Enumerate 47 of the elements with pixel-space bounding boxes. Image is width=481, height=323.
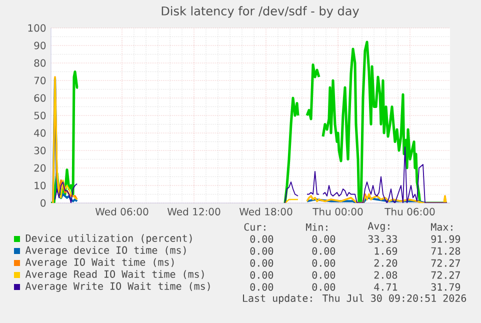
text: 0.00 (250, 271, 274, 279)
text: Max: (431, 223, 452, 231)
text: 31.79 (431, 283, 460, 291)
text: 0.00 (312, 235, 336, 243)
text: 0.00 (250, 247, 274, 255)
y-tick-label: 70 (34, 76, 46, 84)
text: 0.00 (312, 259, 336, 267)
legend-label: Average Write IO Wait time (ms) (25, 282, 210, 292)
y-tick-label: 100 (28, 24, 46, 32)
y-tick-label: 40 (34, 129, 46, 137)
text: 91.99 (431, 235, 460, 243)
x-tick-label: Wed 06:00 (95, 208, 148, 216)
legend-label: Device utilization (percent) (26, 234, 192, 244)
text: 4.71 (374, 283, 398, 291)
y-tick-label: 90 (34, 42, 46, 50)
y-tick-label: 20 (34, 164, 46, 172)
text: 72.27 (431, 259, 460, 267)
text: 1.69 (374, 247, 398, 255)
text: 72.27 (431, 271, 460, 279)
legend-label: Average device IO time (ms) (25, 246, 186, 256)
y-tick-label: 0 (40, 199, 46, 207)
text: 0.00 (250, 259, 274, 267)
y-tick-label: 30 (34, 146, 46, 154)
text: 0.00 (312, 283, 336, 291)
x-tick-label: Wed 18:00 (239, 208, 292, 216)
text: 2.08 (374, 271, 398, 279)
x-tick-label: Wed 12:00 (167, 208, 220, 216)
legend-label: Average IO Wait time (ms) (25, 258, 174, 268)
text: 0.00 (250, 283, 274, 291)
legend-label: Average Read IO Wait time (ms) (25, 270, 204, 280)
text: 71.28 (431, 247, 460, 255)
x-tick-label: Thu 06:00 (384, 208, 435, 216)
text: Min: (306, 223, 328, 231)
y-tick-label: 50 (34, 112, 46, 120)
y-tick-label: 10 (34, 182, 46, 190)
text: 0.00 (312, 247, 336, 255)
text: 0.00 (312, 271, 336, 279)
text: 0.00 (250, 235, 274, 243)
text: 33.33 (368, 235, 397, 243)
y-tick-label: 60 (34, 94, 46, 102)
text: Avg: (368, 222, 390, 232)
x-tick-label: Thu 00:00 (312, 208, 363, 216)
y-tick-label: 80 (34, 59, 46, 67)
text: 2.20 (374, 259, 398, 267)
text: Last update: Thu Jul 30 09:20:51 2026 (243, 294, 466, 304)
text: Cur: (244, 223, 266, 231)
chart-title: Disk latency for /dev/sdf - by day (162, 6, 359, 18)
